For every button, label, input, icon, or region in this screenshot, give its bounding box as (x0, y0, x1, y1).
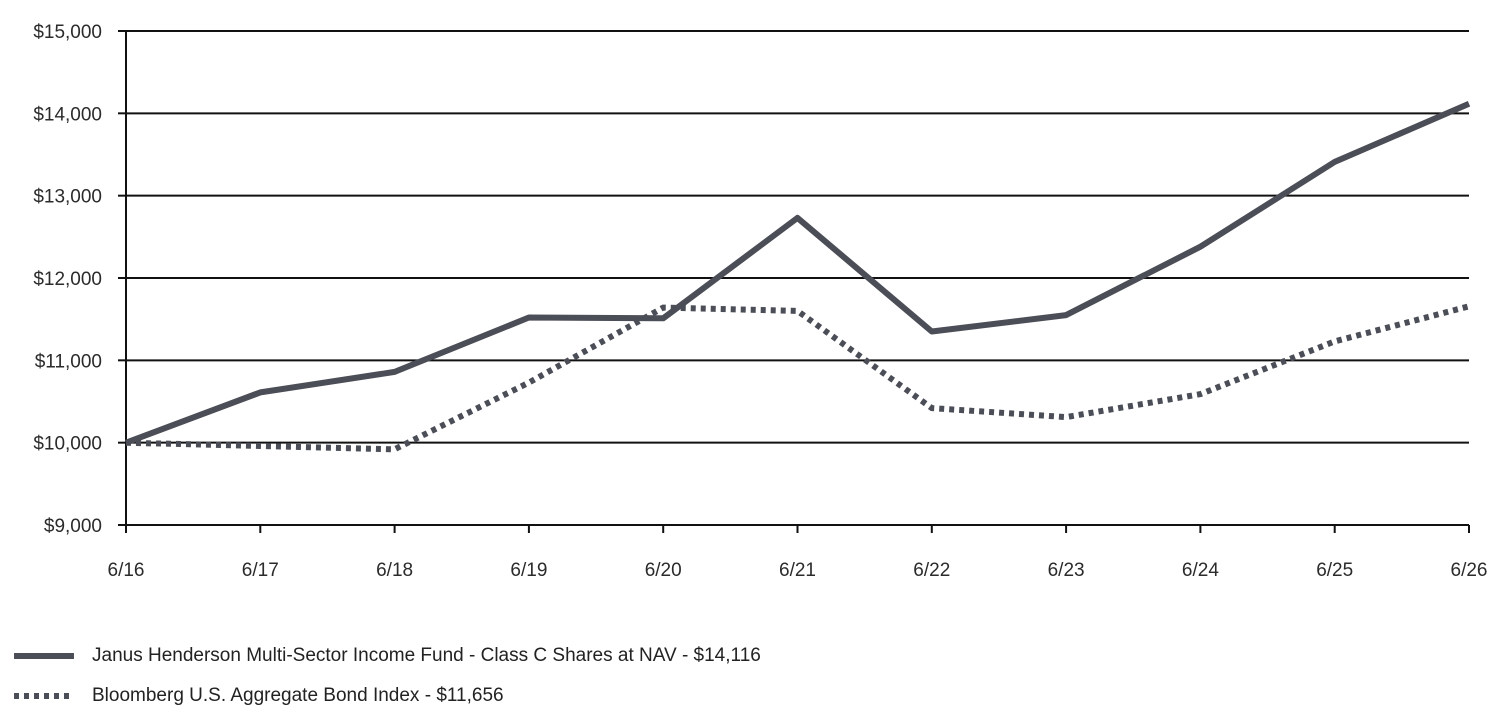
x-tick-labels: 6/16 6/17 6/18 6/19 6/20 6/21 6/22 6/23 6/24 6/25… (108, 560, 1488, 581)
series-line-fund (124, 101, 1471, 446)
x-tick-label: 6/20 (645, 560, 682, 581)
y-tick-label: $14,000 (33, 104, 102, 125)
series-lines (124, 101, 1471, 453)
x-tick-label: 6/18 (376, 560, 413, 581)
legend-item-fund: Janus Henderson Multi-Sector Income Fund… (14, 636, 1494, 676)
grid-lines (126, 30, 1469, 444)
y-tick-label: $10,000 (33, 434, 102, 455)
legend-label-index: Bloomberg U.S. Aggregate Bond Index - $1… (92, 685, 504, 706)
y-tick-label: $11,000 (35, 351, 102, 372)
x-tick-label: 6/23 (1048, 560, 1085, 581)
x-tick-label: 6/16 (108, 560, 145, 581)
y-tick-label: $15,000 (33, 22, 102, 43)
legend-swatch-dotted (14, 693, 74, 699)
axes (118, 30, 1470, 533)
line-chart: $9,000 $10,000 $11,000 $12,000 $13,000 $14,00… (33, 22, 1488, 581)
y-tick-label: $13,000 (33, 187, 102, 208)
legend: Janus Henderson Multi-Sector Income Fund… (14, 636, 1494, 716)
x-tick-label: 6/25 (1316, 560, 1353, 581)
y-tick-label: $9,000 (44, 516, 102, 537)
x-tick-label: 6/21 (779, 560, 816, 581)
x-tick-label: 6/17 (242, 560, 279, 581)
series-line-index (125, 303, 1470, 453)
y-tick-labels: $9,000 $10,000 $11,000 $12,000 $13,000 $14,00… (33, 22, 102, 537)
x-tick-label: 6/26 (1451, 560, 1488, 581)
y-tick-label: $12,000 (33, 269, 102, 290)
x-tick-label: 6/19 (510, 560, 547, 581)
legend-swatch-solid (14, 653, 74, 659)
x-tick-label: 6/24 (1182, 560, 1219, 581)
legend-label-fund: Janus Henderson Multi-Sector Income Fund… (92, 645, 761, 666)
x-tick-label: 6/22 (913, 560, 950, 581)
legend-item-index: Bloomberg U.S. Aggregate Bond Index - $1… (14, 676, 1494, 716)
